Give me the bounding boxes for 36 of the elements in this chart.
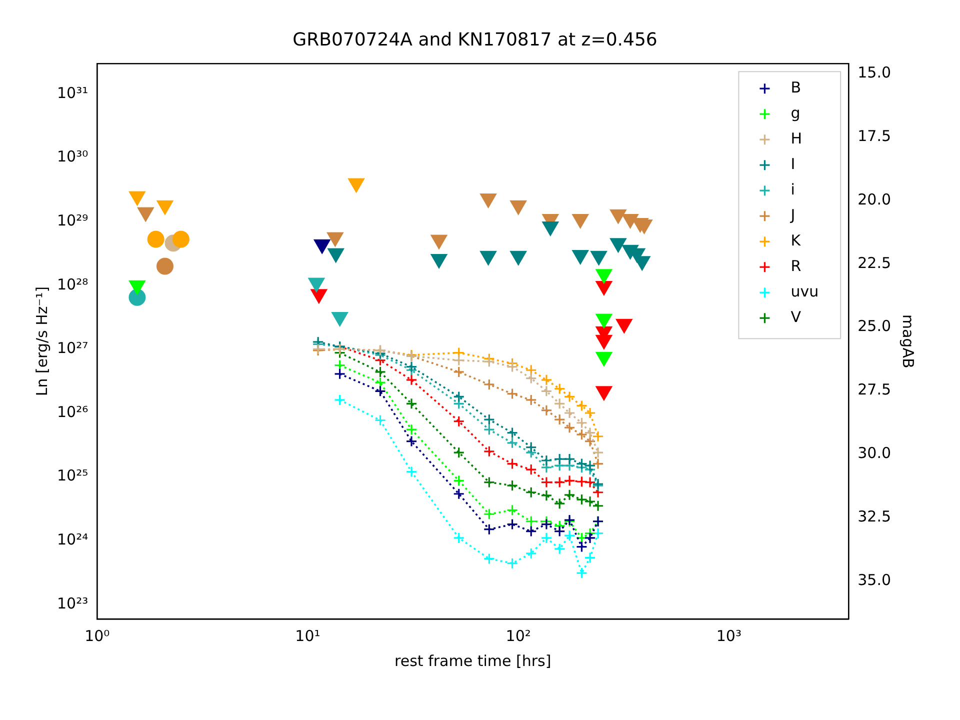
- legend-label: V: [790, 308, 802, 326]
- x-tick-label: 10⁰: [84, 626, 110, 645]
- y2-tick-label: 30.0: [858, 444, 892, 462]
- y2-tick-label: 25.0: [858, 317, 892, 336]
- legend-label: uvu: [790, 282, 819, 300]
- legend-label: g: [790, 104, 800, 122]
- legend-label: i: [790, 180, 795, 198]
- x-tick-label: 10¹: [295, 626, 320, 645]
- y2-tick-label: 15.0: [858, 64, 892, 82]
- y2-axis-title: magAB: [899, 314, 918, 368]
- y-axis-title: Ln [erg/s Hz⁻¹]: [32, 286, 51, 396]
- y-tick-label: 10³¹: [56, 84, 88, 102]
- y2-tick-label: 35.0: [858, 570, 892, 589]
- y-tick-label: 10²⁵: [56, 466, 88, 485]
- legend-label: J: [790, 206, 796, 224]
- legend-label: B: [790, 78, 802, 96]
- y2-tick-label: 20.0: [858, 190, 892, 208]
- y-tick-label: 10²⁸: [56, 275, 88, 294]
- y2-tick-label: 27.5: [858, 380, 892, 399]
- y-tick-label: 10³⁰: [56, 148, 88, 166]
- x-tick-label: 10³: [716, 626, 742, 645]
- chart-title: GRB070724A and KN170817 at z=0.456: [292, 29, 658, 50]
- y2-tick-label: 32.5: [858, 507, 892, 526]
- legend-label: R: [790, 256, 802, 275]
- y-tick-label: 10²⁹: [56, 212, 88, 230]
- y-tick-label: 10²³: [56, 594, 88, 612]
- legend-label: K: [790, 231, 802, 250]
- y-tick-label: 10²⁷: [56, 339, 88, 358]
- y-tick-label: 10²⁴: [56, 530, 88, 548]
- y2-tick-label: 17.5: [858, 127, 892, 146]
- legend-label: I: [790, 154, 796, 173]
- x-axis-title: rest frame time [hrs]: [394, 652, 552, 670]
- y2-tick-label: 22.5: [858, 254, 892, 272]
- x-tick-label: 10²: [506, 626, 531, 645]
- y-tick-label: 10²⁶: [56, 402, 88, 421]
- legend-label: H: [790, 129, 802, 148]
